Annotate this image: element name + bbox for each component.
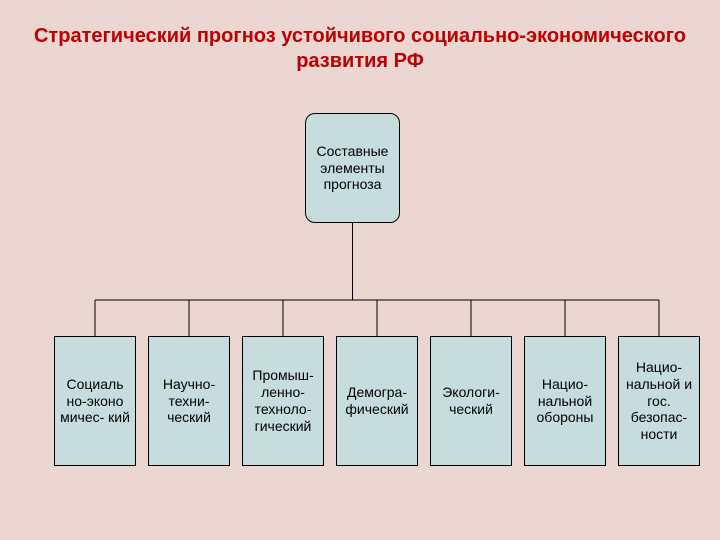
child-node-национальной-обороны: Нацио- нальной обороны: [524, 336, 606, 466]
child-node-label: Демогра- фический: [341, 384, 413, 418]
child-node-научно-технический: Научно- техни- ческий: [148, 336, 230, 466]
child-node-label: Научно- техни- ческий: [153, 376, 225, 426]
slide-title: Стратегический прогноз устойчивого социа…: [0, 0, 720, 74]
root-node-label: Составные элементы прогноза: [310, 143, 395, 193]
root-node: Составные элементы прогноза: [305, 113, 400, 223]
child-node-label: Нацио- нальной и гос. безопас- ности: [623, 359, 695, 443]
child-node-label: Нацио- нальной обороны: [529, 376, 601, 426]
child-node-экологический: Экологи- ческий: [430, 336, 512, 466]
child-node-социально-экономический: Социаль но-эконо мичес- кий: [54, 336, 136, 466]
child-node-национальной-безопасности: Нацио- нальной и гос. безопас- ности: [618, 336, 700, 466]
child-node-label: Промыш- ленно- техноло- гический: [247, 367, 319, 434]
child-node-демографический: Демогра- фический: [336, 336, 418, 466]
child-node-label: Социаль но-эконо мичес- кий: [59, 376, 131, 426]
child-node-label: Экологи- ческий: [435, 384, 507, 418]
child-node-промышленно-технологический: Промыш- ленно- техноло- гический: [242, 336, 324, 466]
